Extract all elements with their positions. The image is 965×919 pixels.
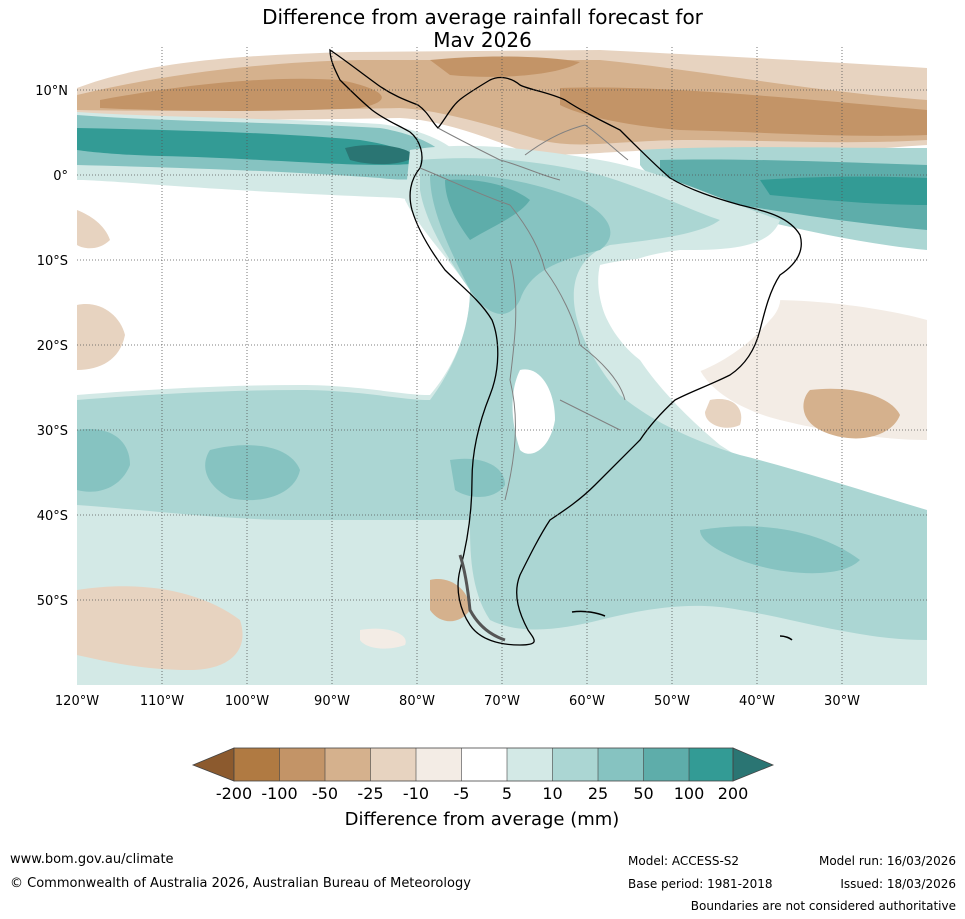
lon-label: 60°W <box>569 694 605 709</box>
wet-pacific-patch-2 <box>205 445 300 501</box>
colorbar-ticks: -200 -100 -50 -25 -10 -5 5 10 25 50 100 … <box>216 784 748 803</box>
footer-issued: Issued: 18/03/2026 <box>840 877 956 891</box>
wet-atlantic-core <box>760 176 927 205</box>
colorbar-swatch <box>598 748 644 781</box>
colorbar-swatch <box>461 748 507 781</box>
dry-patch-east-mid <box>803 388 900 439</box>
colorbar-dividers <box>279 748 690 781</box>
lat-label: 10°N <box>35 84 68 99</box>
lon-label: 110°W <box>140 694 184 709</box>
footer-url[interactable]: www.bom.gov.au/climate <box>10 852 174 867</box>
rainfall-anomaly-field <box>77 47 927 685</box>
colorbar-swatch <box>643 748 689 781</box>
footer-model: Model: ACCESS-S2 <box>628 854 740 868</box>
lon-label: 70°W <box>484 694 520 709</box>
lon-label: 50°W <box>654 694 690 709</box>
continent-outline <box>329 48 802 646</box>
lat-label: 10°S <box>37 254 68 269</box>
graticule <box>77 47 927 685</box>
footer-base-period: Base period: 1981-2018 <box>628 877 773 891</box>
colorbar-tick: 10 <box>542 784 562 803</box>
wet-band-equator-strong <box>77 128 413 165</box>
wet-pacific-patch-3 <box>450 458 505 497</box>
wet-andes-core <box>445 179 530 240</box>
colorbar-extend-high <box>732 747 775 782</box>
colorbar-tick: 25 <box>588 784 608 803</box>
footer-model-run: Model run: 16/03/2026 <box>818 854 956 868</box>
dry-patch-west <box>77 304 125 370</box>
latitude-labels: 10°N 0° 10°S 20°S 30°S 40°S 50°S <box>35 84 68 609</box>
lon-label: 120°W <box>55 694 99 709</box>
footer-copyright: © Commonwealth of Australia 2026, Austra… <box>10 876 471 891</box>
colorbar-tick: 100 <box>674 784 705 803</box>
colorbar-swatch <box>279 748 325 781</box>
colorbar-tick: -25 <box>357 784 383 803</box>
near-normal-brazil <box>598 257 781 376</box>
dry-band-north-core-1 <box>100 78 382 111</box>
colorbar-swatch <box>689 748 733 781</box>
colorbar-swatch <box>370 748 416 781</box>
colorbar-tick: 50 <box>633 784 653 803</box>
colorbar-swatch <box>507 748 553 781</box>
colorbar-tick: 5 <box>502 784 512 803</box>
lat-label: 20°S <box>37 339 68 354</box>
lon-label: 40°W <box>739 694 775 709</box>
wet-band-equator-core <box>345 144 415 165</box>
lon-label: 30°W <box>824 694 860 709</box>
colorbar-swatch <box>552 748 598 781</box>
colorbar-tick: -100 <box>261 784 297 803</box>
lat-label: 50°S <box>37 594 68 609</box>
colorbar-frame <box>233 747 734 782</box>
wet-atlantic-south-patch <box>700 526 860 574</box>
title-line-1: Difference from average rainfall forecas… <box>262 5 703 29</box>
lat-label: 0° <box>53 169 68 184</box>
country-borders <box>419 124 629 501</box>
colorbar-tick: -50 <box>312 784 338 803</box>
colorbar-tick: 200 <box>718 784 749 803</box>
colorbar: -200 -100 -50 -25 -10 -5 5 10 25 50 100 … <box>191 747 775 830</box>
colorbar-swatch <box>325 748 371 781</box>
longitude-labels: 120°W 110°W 100°W 90°W 80°W 70°W 60°W 50… <box>55 694 860 709</box>
colorbar-tick: -200 <box>216 784 252 803</box>
dry-patch-southwest <box>77 586 243 670</box>
chilean-fjords <box>458 554 506 642</box>
lon-label: 80°W <box>399 694 435 709</box>
wet-pacific-patch-1 <box>77 429 130 492</box>
dry-band-north-core-3 <box>430 56 580 77</box>
wet-field-mid <box>77 158 927 640</box>
dry-patch-west-2 <box>77 210 110 249</box>
dry-band-north-core-2 <box>560 87 927 136</box>
falkland-islands <box>571 610 606 617</box>
footer-disclaimer: Boundaries are not considered authoritat… <box>690 899 956 913</box>
colorbar-extend-low <box>191 747 235 782</box>
colorbar-label: Difference from average (mm) <box>345 809 620 830</box>
colorbar-tick: -5 <box>454 784 470 803</box>
dry-patch-east-small <box>705 399 742 428</box>
near-normal-argentina <box>512 369 555 454</box>
south-georgia <box>779 635 793 641</box>
lat-label: 40°S <box>37 509 68 524</box>
dry-patch-patagonia <box>430 579 470 622</box>
lon-label: 90°W <box>314 694 350 709</box>
dry-patch-south-small <box>360 628 406 649</box>
colorbar-swatch <box>234 748 280 781</box>
lon-label: 100°W <box>225 694 269 709</box>
lat-label: 30°S <box>37 424 68 439</box>
colorbar-tick: -10 <box>403 784 429 803</box>
colorbar-swatch <box>416 748 462 781</box>
